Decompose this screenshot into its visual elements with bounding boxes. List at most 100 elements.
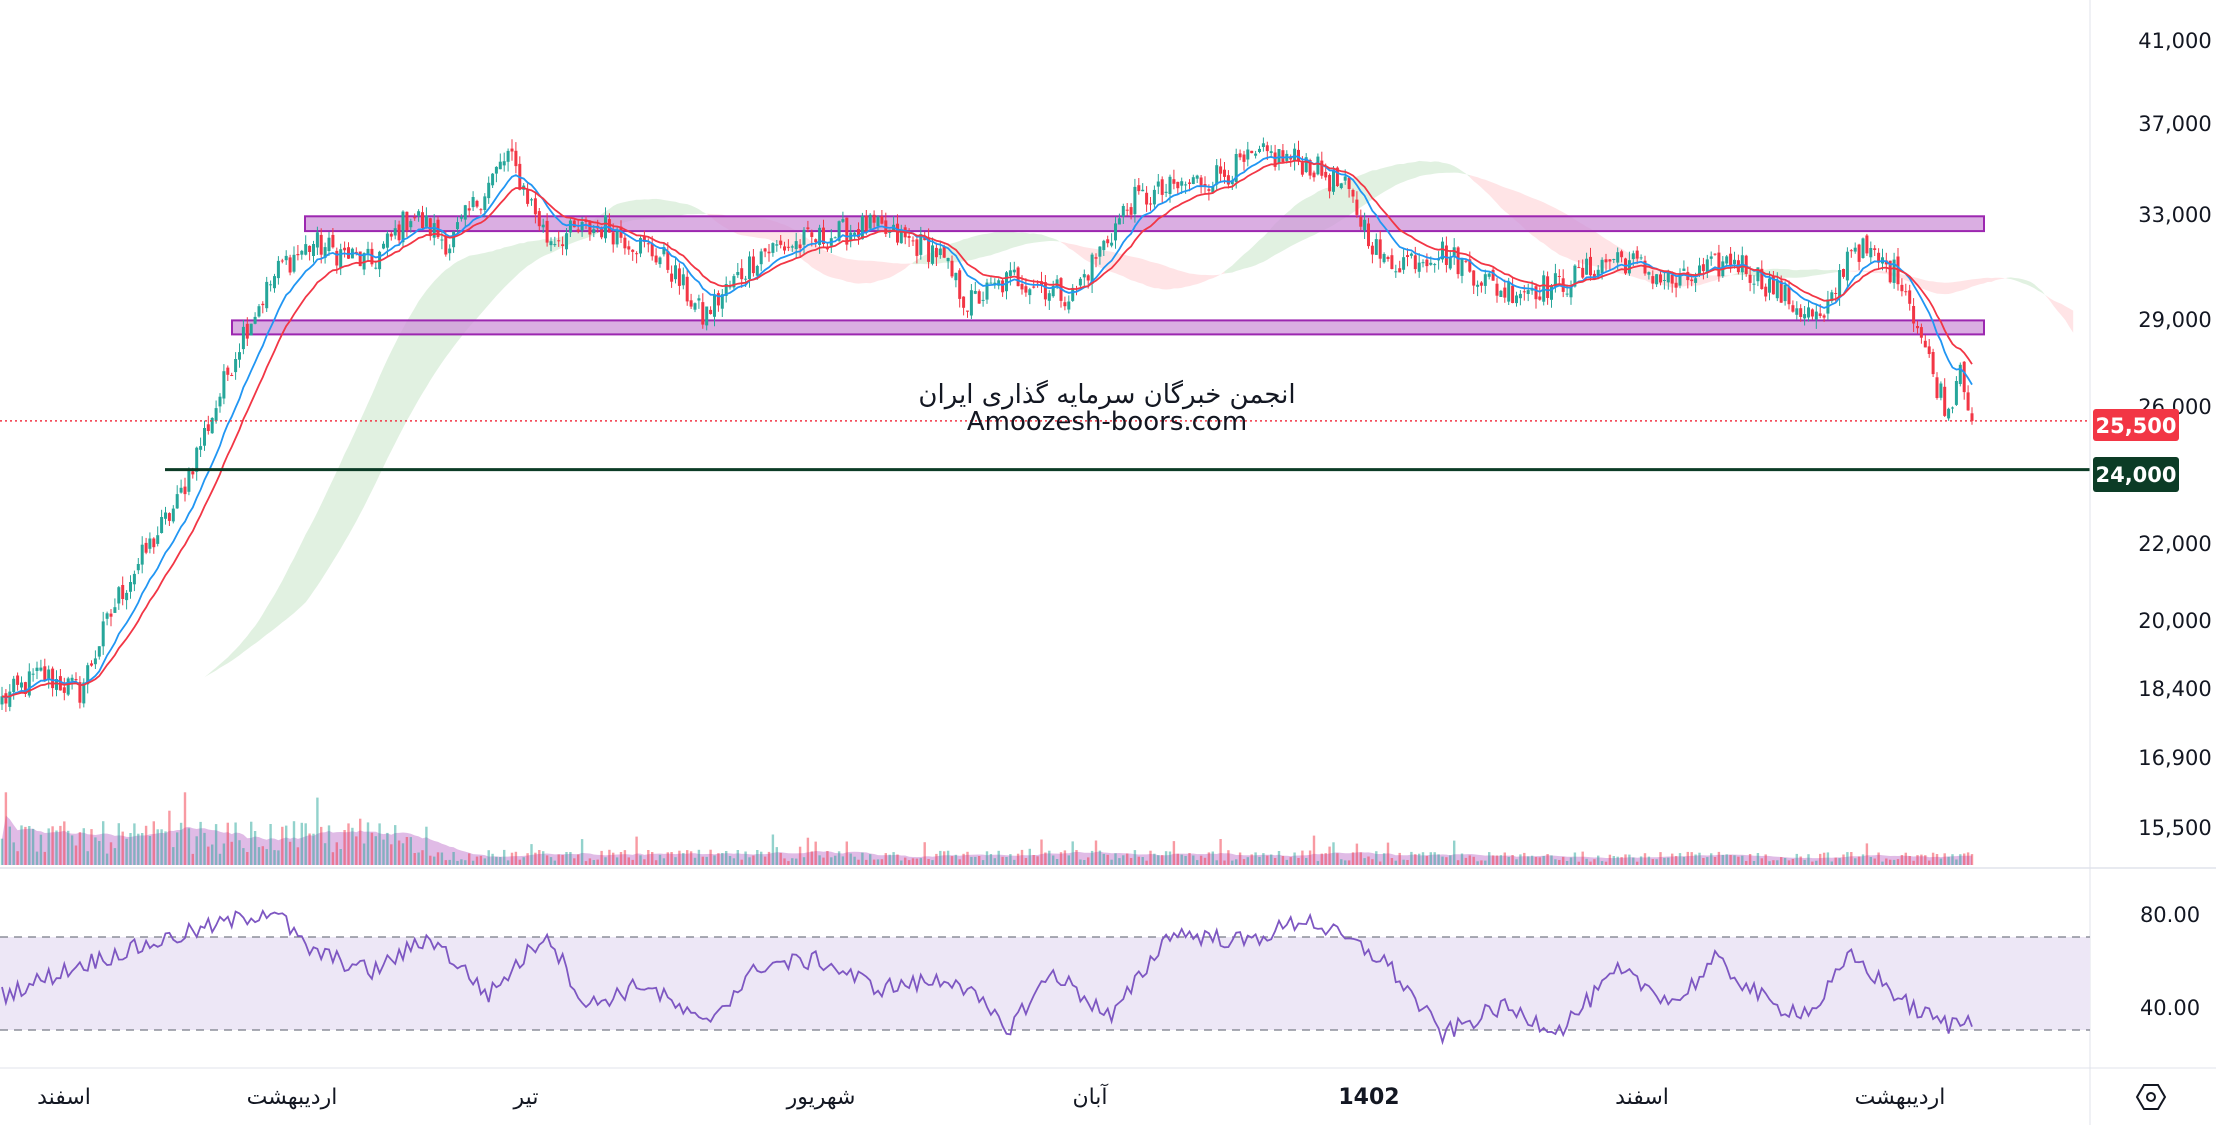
volume-bar bbox=[242, 848, 245, 865]
price-zone[interactable] bbox=[231, 319, 1985, 336]
candle-body bbox=[553, 244, 557, 246]
volume-bar bbox=[1924, 855, 1927, 865]
candle-body bbox=[1188, 182, 1191, 184]
candle-body bbox=[1701, 264, 1705, 272]
candle-body bbox=[226, 367, 230, 375]
candle-body bbox=[790, 246, 794, 248]
volume-bar bbox=[448, 859, 451, 865]
volume-bar bbox=[425, 826, 428, 865]
volume-bar bbox=[506, 860, 510, 865]
volume-bar bbox=[1674, 856, 1678, 865]
volume-bar bbox=[1410, 851, 1413, 865]
volume-bar bbox=[164, 831, 167, 865]
volume-bar bbox=[1429, 852, 1432, 865]
volume-bar bbox=[542, 851, 545, 865]
volume-bar bbox=[1850, 852, 1853, 865]
volume-bar bbox=[35, 851, 39, 865]
volume-bar bbox=[841, 856, 845, 865]
candle-body bbox=[623, 237, 627, 249]
candle-body bbox=[269, 284, 273, 286]
candle-body bbox=[1845, 251, 1849, 281]
candle-body bbox=[1775, 280, 1779, 299]
volume-bar bbox=[709, 849, 712, 865]
volume-bar bbox=[580, 839, 584, 865]
volume-bar bbox=[693, 857, 697, 865]
candle-body bbox=[249, 323, 253, 336]
volume-bar bbox=[191, 853, 194, 865]
candle-body bbox=[206, 424, 210, 431]
candle-body bbox=[1744, 255, 1748, 274]
volume-bar bbox=[779, 852, 782, 865]
candle-body bbox=[483, 196, 487, 210]
candle-body bbox=[1417, 262, 1421, 272]
volume-bar bbox=[312, 833, 315, 865]
support-resistance-zones[interactable] bbox=[231, 215, 1985, 336]
candle-body bbox=[132, 573, 136, 585]
volume-bar bbox=[1760, 858, 1763, 865]
volume-bar bbox=[674, 857, 677, 865]
volume-bar bbox=[105, 853, 109, 865]
candle-body bbox=[841, 219, 845, 222]
price-zone[interactable] bbox=[304, 215, 1985, 233]
candle-body bbox=[1631, 253, 1635, 260]
cloud-segment bbox=[1061, 241, 1225, 290]
candle-body bbox=[631, 249, 635, 252]
volume-bar bbox=[837, 851, 841, 865]
candle-body bbox=[1919, 327, 1923, 338]
volume-bar bbox=[1780, 857, 1783, 865]
candle-body bbox=[1456, 247, 1460, 275]
volume-bar bbox=[1857, 856, 1861, 865]
volume-bar bbox=[1717, 851, 1721, 865]
candle-body bbox=[452, 231, 456, 248]
candle-body bbox=[1001, 280, 1005, 293]
watermark-title: انجمن خبرگان سرمایه گذاری ایران bbox=[918, 379, 1295, 410]
volume-bar bbox=[1266, 855, 1269, 865]
candle-body bbox=[767, 251, 771, 254]
candle-body bbox=[93, 658, 97, 665]
candle-body bbox=[66, 678, 70, 695]
volume-bar bbox=[1916, 855, 1919, 865]
volume-bar bbox=[374, 836, 377, 865]
candle-body bbox=[732, 276, 736, 288]
candle-body bbox=[1962, 361, 1966, 393]
last-price-tag[interactable] bbox=[2093, 409, 2179, 441]
candle-body bbox=[347, 247, 350, 259]
volume-bar bbox=[1569, 857, 1573, 865]
volume-bar bbox=[1748, 854, 1752, 865]
volume-bar bbox=[577, 854, 580, 865]
candle-body bbox=[1655, 274, 1659, 285]
candle-body bbox=[1149, 203, 1152, 205]
volume-bar bbox=[1515, 859, 1518, 865]
volume-bar bbox=[1955, 859, 1958, 865]
volume-bar bbox=[74, 845, 78, 865]
candle-body bbox=[8, 691, 12, 707]
candle-body bbox=[284, 255, 288, 261]
candle-body bbox=[958, 270, 962, 299]
candle-body bbox=[1589, 256, 1592, 276]
candle-body bbox=[860, 216, 864, 240]
candle-body bbox=[1830, 292, 1834, 302]
volume-bar bbox=[475, 856, 479, 865]
volume-bar bbox=[1219, 839, 1222, 865]
candle-body bbox=[1900, 284, 1904, 292]
volume-bar bbox=[1678, 853, 1682, 865]
candle-body bbox=[230, 375, 234, 376]
candle-body bbox=[533, 198, 537, 215]
volume-bar bbox=[760, 851, 763, 865]
level-price-tag[interactable] bbox=[2093, 457, 2179, 492]
candle-body bbox=[1258, 148, 1261, 152]
candle-body bbox=[1538, 296, 1542, 300]
candle-body bbox=[121, 585, 125, 599]
volume-bar bbox=[518, 859, 521, 865]
volume-bar bbox=[826, 851, 829, 865]
volume-bar bbox=[1433, 852, 1436, 865]
candle-body bbox=[1958, 364, 1962, 384]
candle-body bbox=[296, 254, 300, 256]
candle-body bbox=[413, 217, 417, 219]
chart-settings-icon[interactable] bbox=[2135, 1084, 2167, 1110]
candle-body bbox=[1600, 259, 1604, 273]
volume-bar bbox=[1453, 840, 1456, 865]
candle-body bbox=[1300, 162, 1304, 175]
